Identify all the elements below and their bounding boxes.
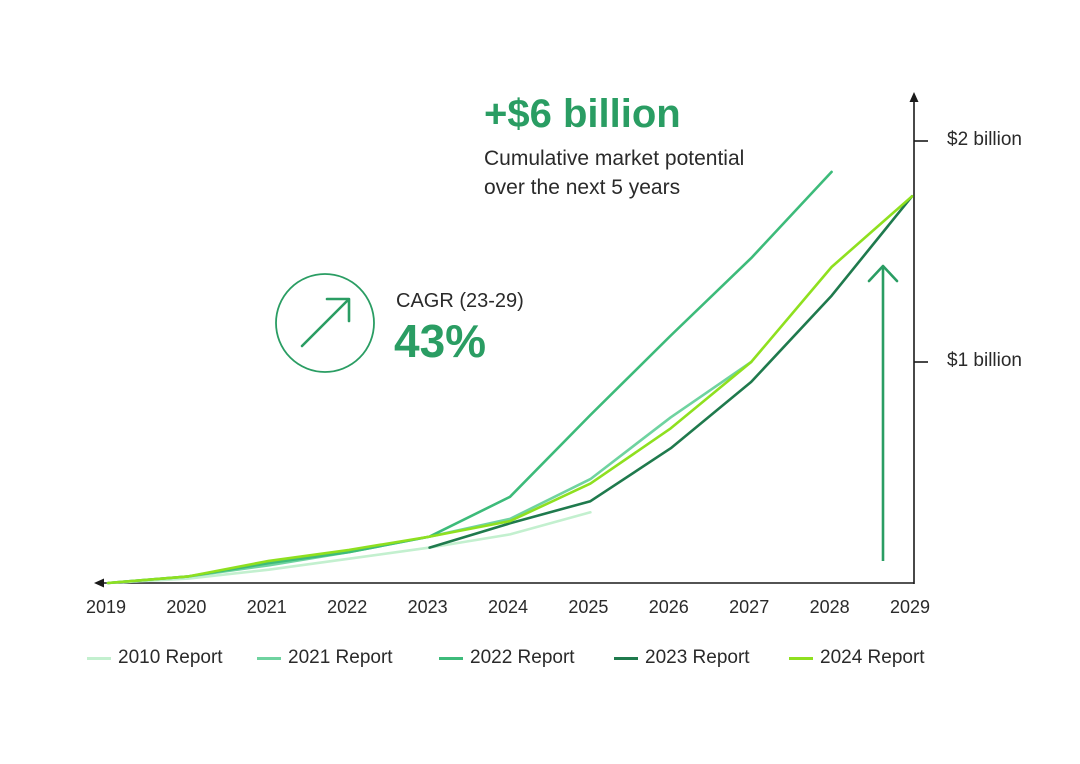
headline-description-line1: Cumulative market potential xyxy=(484,147,745,170)
axes xyxy=(94,92,928,588)
series-line-2023-report xyxy=(428,195,914,549)
headline-value: +$6 billion xyxy=(484,92,681,136)
legend-swatch xyxy=(789,656,813,660)
headline-description: Cumulative market potential over the nex… xyxy=(484,144,814,202)
legend-item: 2023 Report xyxy=(614,644,750,672)
x-tick-label: 2024 xyxy=(487,597,529,617)
y-tick-label: $2 billion xyxy=(947,129,1022,150)
cagr-label: CAGR (23-29) xyxy=(396,290,524,312)
x-tick-label: 2025 xyxy=(568,597,609,617)
x-tick-label: 2020 xyxy=(166,597,207,617)
x-tick-label: 2029 xyxy=(889,597,931,617)
decorations xyxy=(275,264,899,561)
y-axis-arrowhead xyxy=(909,92,919,102)
legend-label: 2023 Report xyxy=(645,647,750,668)
legend-item: 2022 Report xyxy=(439,644,575,672)
legend-swatch xyxy=(439,656,463,660)
cagr-circle xyxy=(275,273,375,373)
series-line-2024-report xyxy=(106,195,914,585)
series-line-2022-report xyxy=(106,170,833,585)
cagr-value: 43% xyxy=(394,315,487,367)
cagr-arrow-shaft xyxy=(300,298,350,348)
legend-swatch xyxy=(87,656,111,660)
legend-label: 2024 Report xyxy=(820,647,925,668)
y-tick-label: $1 billion xyxy=(947,350,1022,371)
x-tick-label: 2026 xyxy=(648,597,689,617)
series-lines xyxy=(106,170,914,585)
legend-label: 2021 Report xyxy=(288,647,393,668)
legend-label: 2010 Report xyxy=(118,647,223,668)
x-tick-label: 2028 xyxy=(809,597,850,617)
x-tick-label: 2019 xyxy=(85,597,127,617)
legend-item: 2021 Report xyxy=(257,644,393,672)
series-line-2010-report xyxy=(106,510,592,585)
x-tick-label: 2027 xyxy=(729,597,770,617)
series-line-2021-report xyxy=(106,360,753,585)
cagr-arrow-head xyxy=(325,297,351,323)
x-tick-label: 2021 xyxy=(246,597,287,617)
growth-arrow-head xyxy=(867,264,899,283)
legend-label: 2022 Report xyxy=(470,647,575,668)
headline-description-line2: over the next 5 years xyxy=(484,176,681,199)
x-tick-label: 2022 xyxy=(327,597,368,617)
legend-item: 2010 Report xyxy=(87,644,223,672)
legend-swatch xyxy=(257,656,281,660)
legend-item: 2024 Report xyxy=(789,644,925,672)
legend-swatch xyxy=(614,656,638,660)
growth-arrow xyxy=(867,264,899,561)
arrow-up-right-icon xyxy=(275,273,375,373)
legend: 2010 Report 2021 Report 2022 Report 2023 Re… xyxy=(0,644,1080,672)
x-tick-label: 2023 xyxy=(407,597,448,617)
x-axis-arrowhead xyxy=(94,578,104,588)
